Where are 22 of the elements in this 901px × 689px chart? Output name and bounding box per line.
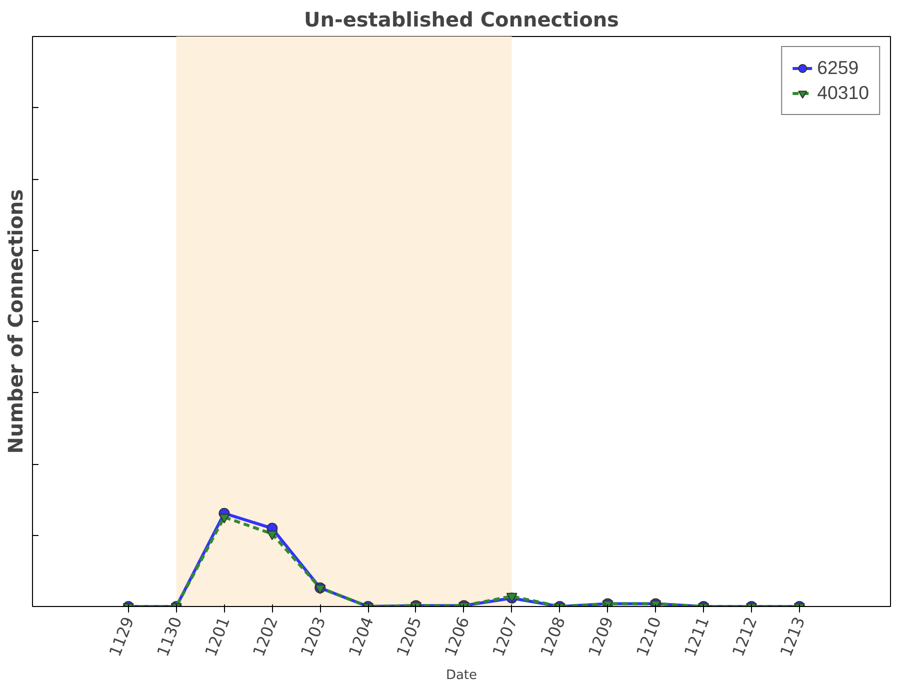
legend-label: 40310 bbox=[817, 82, 869, 104]
x-axis-title: Date bbox=[446, 668, 478, 683]
x-tick-label: 1208 bbox=[536, 614, 570, 660]
x-tick-label: 1205 bbox=[392, 614, 426, 660]
x-tick-label: 1212 bbox=[728, 614, 761, 660]
x-tick-label: 1130 bbox=[153, 614, 186, 660]
x-tick-label: 1213 bbox=[776, 614, 809, 660]
point bbox=[218, 514, 230, 524]
y-axis-title: Number of Connections bbox=[4, 189, 28, 454]
x-tick-label: 1211 bbox=[680, 614, 713, 660]
x-tick-label: 1201 bbox=[201, 614, 234, 660]
x-tick-label: 1209 bbox=[584, 614, 618, 660]
legend-label: 6259 bbox=[817, 57, 859, 79]
x-tick-label: 1210 bbox=[632, 614, 665, 660]
chart-title: Un-established Connections bbox=[304, 8, 619, 32]
x-tick-label: 1202 bbox=[249, 614, 282, 660]
point bbox=[266, 530, 278, 540]
x-tick-label: 1203 bbox=[296, 614, 330, 660]
x-tick-label: 1129 bbox=[105, 614, 138, 660]
x-tick-label: 1204 bbox=[344, 614, 378, 660]
x-tick-label: 1206 bbox=[440, 614, 474, 660]
x-tick-label: 1207 bbox=[488, 614, 522, 660]
